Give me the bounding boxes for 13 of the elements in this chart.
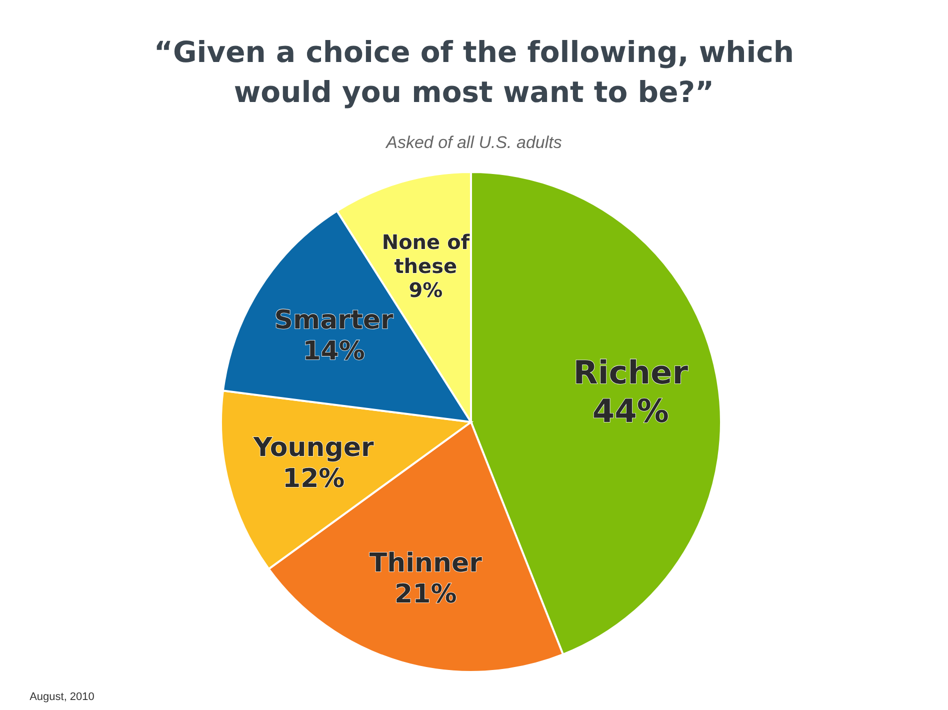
slice-label: Younger	[252, 432, 374, 463]
chart-subtitle: Asked of all U.S. adults	[385, 133, 562, 152]
slice-label: Smarter	[274, 305, 394, 336]
slice-label: Richer	[573, 354, 688, 392]
slice-label: Thinner	[369, 548, 482, 579]
data-label: 21%	[394, 580, 457, 610]
chart-title: “Given a choice of the following, which would you most want to be?”	[154, 35, 794, 109]
data-label: 9%	[408, 278, 443, 302]
data-label: 44%	[592, 392, 669, 430]
text: August, 2010	[30, 691, 94, 703]
slice-label: None of these	[382, 230, 470, 278]
data-label: 14%	[302, 336, 365, 367]
data-label: 12%	[282, 464, 345, 494]
